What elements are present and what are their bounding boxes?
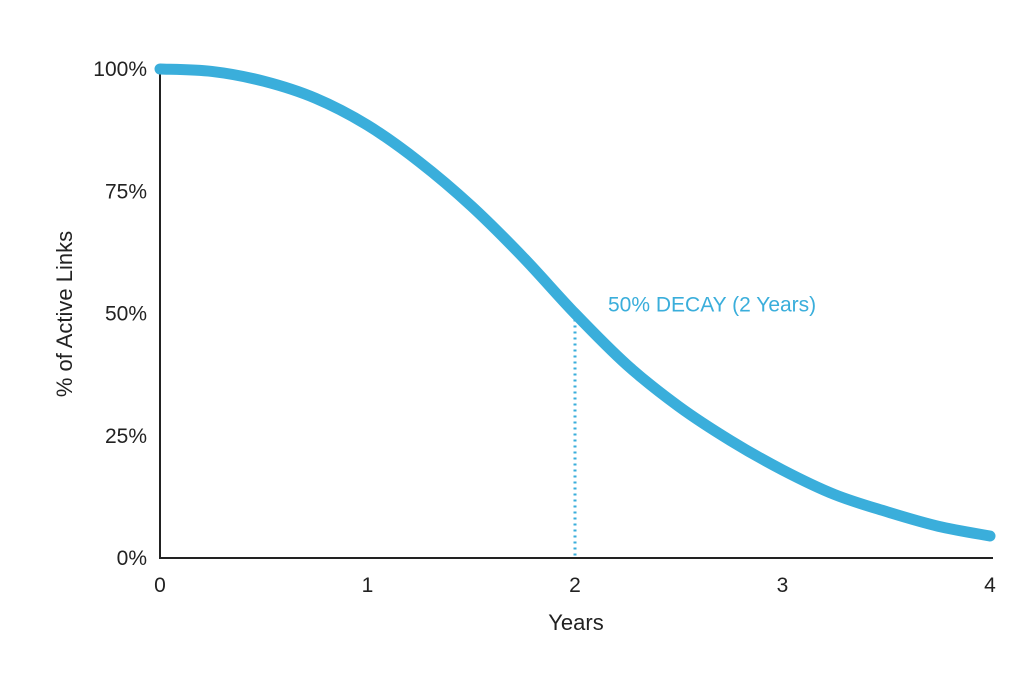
annotation-layer: 50% DECAY (2 Years) — [573, 294, 816, 558]
y-tick-label: 50% — [105, 303, 147, 326]
y-tick-label: 75% — [105, 180, 147, 203]
axes — [159, 70, 993, 559]
y-tick-labels: 0% 25% 50% 75% 100% — [93, 58, 147, 570]
x-tick-label: 3 — [777, 574, 789, 597]
y-tick-label: 25% — [105, 425, 147, 448]
annotation-label: 50% DECAY (2 Years) — [608, 294, 816, 317]
x-tick-labels: 0 1 2 3 4 — [154, 574, 996, 597]
x-axis-title: Years — [548, 610, 603, 635]
y-axis-title: % of Active Links — [52, 231, 77, 397]
series-layer — [154, 63, 996, 542]
y-tick-label: 0% — [117, 547, 147, 570]
x-tick-label: 2 — [569, 574, 581, 597]
x-tick-label: 4 — [984, 574, 996, 597]
x-tick-label: 1 — [362, 574, 374, 597]
x-tick-label: 0 — [154, 574, 166, 597]
series-line — [154, 63, 996, 542]
y-tick-label: 100% — [93, 58, 147, 81]
